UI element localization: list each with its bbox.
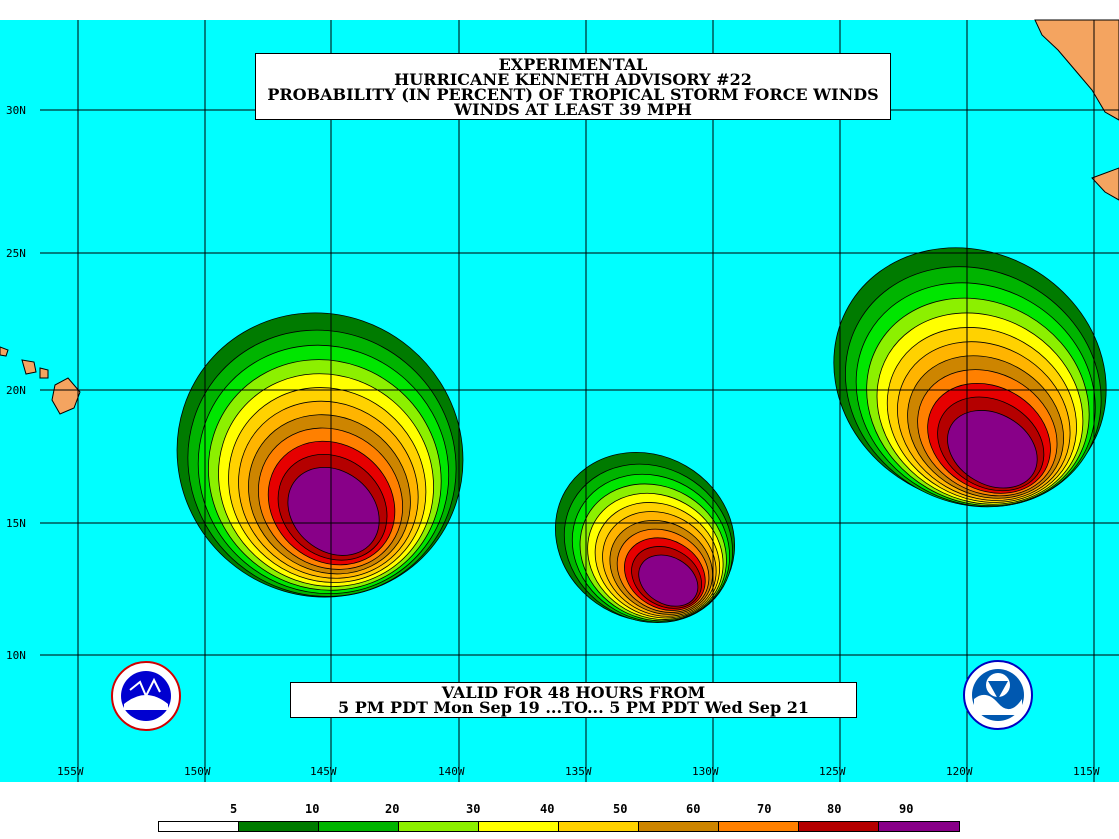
storm-east	[833, 247, 1107, 508]
lon-label-150w: 150W	[184, 765, 211, 778]
storm-center	[554, 451, 736, 624]
legend-cell-4	[479, 822, 559, 831]
legend-value-30: 30	[466, 802, 481, 816]
lon-label-115w: 115W	[1073, 765, 1100, 778]
storm-center-ring-11	[638, 554, 699, 607]
lat-label-10n: 10N	[6, 649, 26, 662]
lon-label-120w: 120W	[946, 765, 973, 778]
legend-value-70: 70	[757, 802, 772, 816]
legend-cell-8	[799, 822, 879, 831]
legend-value-20: 20	[385, 802, 400, 816]
legend-value-90: 90	[899, 802, 914, 816]
storm-west	[176, 312, 464, 598]
storm-west-ring-11	[287, 466, 380, 556]
title-line-4: WINDS AT LEAST 39 MPH	[454, 100, 692, 119]
title-line-1: EXPERIMENTAL	[498, 55, 648, 74]
legend-color-bar	[158, 821, 960, 832]
lat-label-20n: 20N	[6, 384, 26, 397]
legend-value-10: 10	[305, 802, 320, 816]
legend-value-80: 80	[827, 802, 842, 816]
lon-label-155w: 155W	[57, 765, 84, 778]
validity-line-1: VALID FOR 48 HOURS FROM	[441, 683, 706, 702]
title-line-3: PROBABILITY (IN PERCENT) OF TROPICAL STO…	[267, 85, 879, 104]
legend-value-60: 60	[686, 802, 701, 816]
validity-line-2: 5 PM PDT Mon Sep 19 ...TO... 5 PM PDT We…	[338, 698, 809, 717]
mexico-landmass	[1034, 19, 1119, 121]
hawaii-islands	[0, 346, 81, 415]
lat-label-30n: 30N	[6, 104, 26, 117]
national-weather-service-logo	[111, 661, 181, 731]
legend-cell-6	[639, 822, 719, 831]
lon-label-130w: 130W	[692, 765, 719, 778]
lon-label-145w: 145W	[310, 765, 337, 778]
legend-cell-2	[319, 822, 399, 831]
legend-cell-1	[239, 822, 319, 831]
legend-cell-5	[559, 822, 639, 831]
lon-label-135w: 135W	[565, 765, 592, 778]
lat-label-15n: 15N	[6, 517, 26, 530]
legend-cell-9	[879, 822, 959, 831]
legend-value-40: 40	[540, 802, 555, 816]
map-title-box: EXPERIMENTAL HURRICANE KENNETH ADVISORY …	[255, 53, 891, 120]
legend-cell-0	[159, 822, 239, 831]
legend-cell-7	[719, 822, 799, 831]
lat-label-25n: 25N	[6, 247, 26, 260]
lon-label-140w: 140W	[438, 765, 465, 778]
noaa-logo	[963, 660, 1033, 730]
baja-tip-landmass	[1091, 167, 1119, 201]
lat-lon-grid	[40, 20, 1119, 782]
lon-label-125w: 125W	[819, 765, 846, 778]
legend-value-50: 50	[613, 802, 628, 816]
legend-cell-3	[399, 822, 479, 831]
title-line-2: HURRICANE KENNETH ADVISORY #22	[394, 70, 752, 89]
probability-contours	[176, 247, 1107, 624]
legend-value-5: 5	[230, 802, 238, 816]
validity-box: VALID FOR 48 HOURS FROM 5 PM PDT Mon Sep…	[290, 682, 857, 718]
storm-east-ring-11	[947, 410, 1038, 489]
